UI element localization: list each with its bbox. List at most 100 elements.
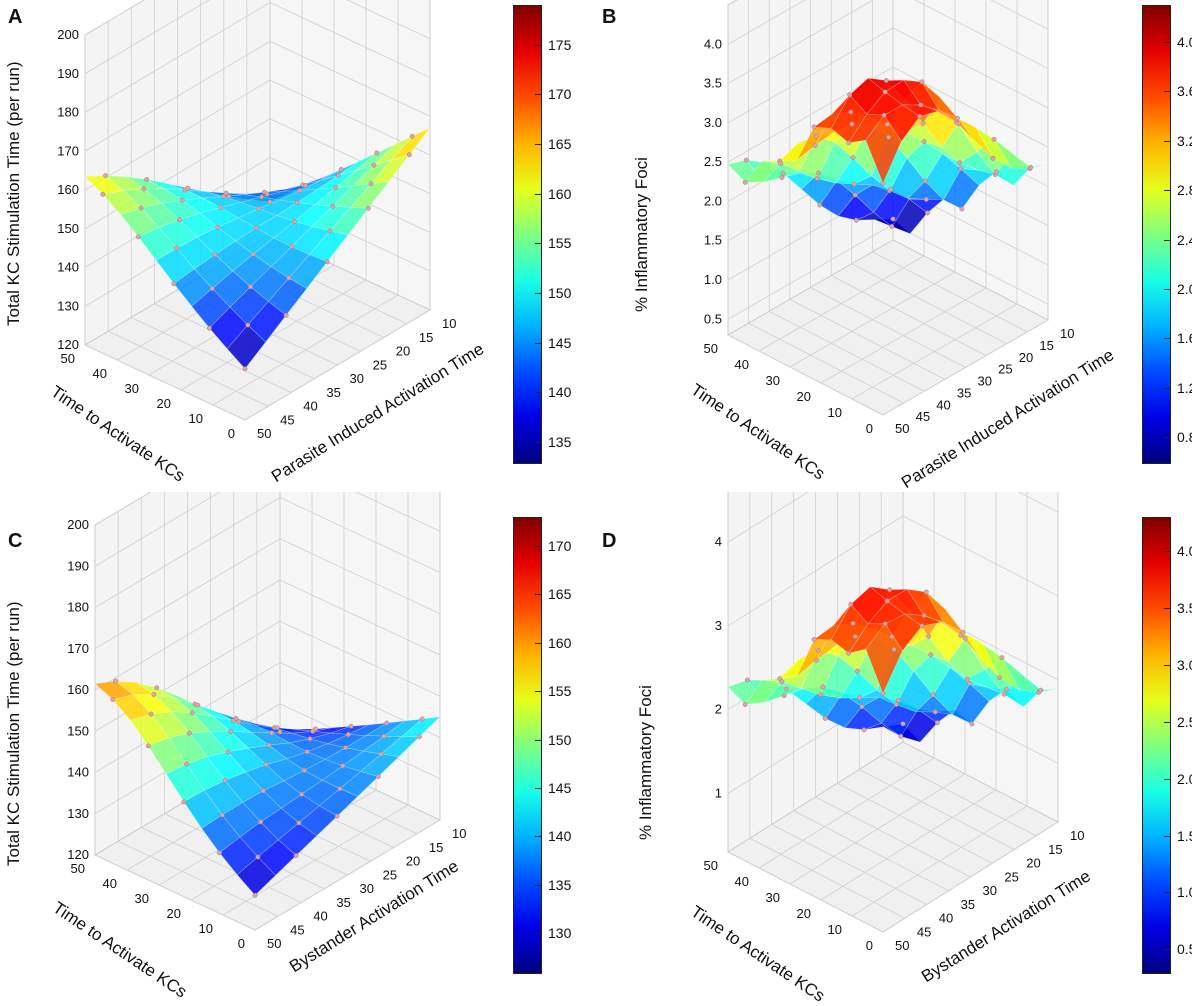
data-point	[296, 820, 302, 826]
grid-line	[727, 492, 809, 543]
grid-line	[815, 796, 971, 878]
z-axis-title: % Inflammatory Foci	[632, 157, 651, 312]
colorbar-tick-mark	[535, 836, 541, 838]
data-point	[813, 657, 819, 663]
x-tick-label: 20	[157, 396, 171, 411]
surface-plot: 0102030405010152025303540455012013014015…	[57, 0, 456, 441]
colorbar	[1142, 5, 1171, 464]
colorbar-tick-mark	[535, 594, 541, 596]
data-point	[222, 778, 228, 783]
x-tick-label: 30	[125, 381, 139, 396]
colorbar-tick-label: 165	[548, 136, 572, 153]
data-point	[850, 155, 856, 160]
data-point	[917, 114, 923, 119]
data-point	[381, 733, 387, 739]
data-point	[921, 613, 927, 618]
colorbar-tick-label: 4.0	[1177, 34, 1192, 51]
data-point	[233, 715, 239, 721]
surface-plot: 0 10 20 30 40 50 10 15 20 25 30 35 40 45 50 1 2 3 4	[704, 492, 1084, 953]
data-point	[419, 716, 425, 722]
data-point	[236, 719, 242, 725]
data-point	[743, 157, 749, 163]
data-point	[248, 284, 254, 290]
surface-facet	[173, 268, 213, 307]
x-tick-label: 10	[199, 921, 213, 936]
data-point	[957, 160, 963, 166]
colorbar-tick-mark	[1164, 239, 1170, 241]
data-point	[141, 186, 147, 192]
surface-facet	[884, 613, 923, 652]
data-point	[333, 185, 339, 191]
surface-facet	[370, 154, 411, 185]
data-point	[223, 190, 229, 196]
data-point	[891, 646, 897, 652]
z-tick-label: 3	[715, 618, 722, 633]
data-point	[148, 711, 154, 717]
colorbar-tick-mark	[535, 546, 541, 548]
data-point	[817, 202, 823, 208]
colorbar-tick-label: 160	[548, 185, 572, 202]
colorbar	[513, 517, 542, 974]
z-tick-label: 4	[715, 534, 722, 549]
y-tick-label: 30	[983, 883, 997, 898]
data-point	[812, 143, 818, 148]
data-point	[345, 732, 351, 737]
data-point	[206, 325, 212, 331]
data-point	[846, 650, 852, 656]
data-point	[252, 892, 258, 898]
data-point	[135, 234, 141, 240]
x-tick-label: 40	[735, 874, 749, 889]
data-point	[374, 150, 380, 156]
data-point	[964, 676, 970, 682]
z-tick-label: 140	[57, 260, 79, 275]
grid-line	[84, 0, 145, 36]
z-tick-label: 3.0	[704, 115, 722, 130]
data-point	[956, 121, 962, 127]
data-point	[260, 788, 266, 794]
y-tick-label: 35	[961, 897, 975, 912]
data-point	[923, 589, 929, 595]
data-point	[991, 136, 997, 142]
grid-line	[837, 782, 993, 864]
grid-line	[727, 851, 884, 933]
colorbar-tick-label: 150	[548, 285, 572, 302]
data-point	[934, 720, 940, 726]
data-point	[919, 79, 925, 85]
grid-line	[131, 317, 292, 393]
y-tick-label: 30	[350, 371, 364, 386]
data-point	[409, 133, 415, 139]
z-tick-label: 160	[57, 182, 79, 197]
y-tick-label: 10	[442, 316, 456, 331]
x-tick-label: 20	[797, 906, 811, 921]
surface-facet	[221, 802, 262, 838]
surface-facet	[744, 160, 782, 183]
data-point	[256, 206, 262, 212]
data-point	[113, 678, 119, 684]
grid-line	[749, 837, 906, 919]
grid-line	[84, 118, 271, 230]
data-point	[1028, 164, 1034, 170]
grid-line	[990, 0, 1049, 30]
data-point	[779, 175, 785, 181]
colorbar-tick-label: 135	[548, 434, 572, 451]
data-point	[110, 697, 116, 702]
grid-line	[902, 515, 1059, 597]
colorbar-tick-label: 150	[548, 731, 572, 748]
data-point	[184, 761, 190, 767]
colorbar-tick-mark	[1164, 437, 1170, 439]
y-tick-label: 15	[419, 330, 433, 345]
y-tick-label: 20	[1019, 350, 1033, 365]
colorbar-tick-label: 160	[548, 634, 572, 651]
colorbar-tick-label: 135	[548, 876, 572, 893]
grid-line	[914, 0, 1049, 69]
surface-facet	[332, 183, 372, 208]
grid-line	[117, 840, 279, 917]
x-tick-label: 30	[766, 373, 780, 388]
data-point	[893, 702, 899, 707]
x-tick-label: 50	[704, 858, 718, 873]
colorbar-tick-label: 0.8	[1177, 429, 1192, 446]
surface-facet	[883, 104, 921, 143]
colorbar-tick-mark	[1164, 190, 1170, 192]
y-tick-label: 30	[978, 374, 992, 389]
grid-line	[892, 27, 1049, 109]
